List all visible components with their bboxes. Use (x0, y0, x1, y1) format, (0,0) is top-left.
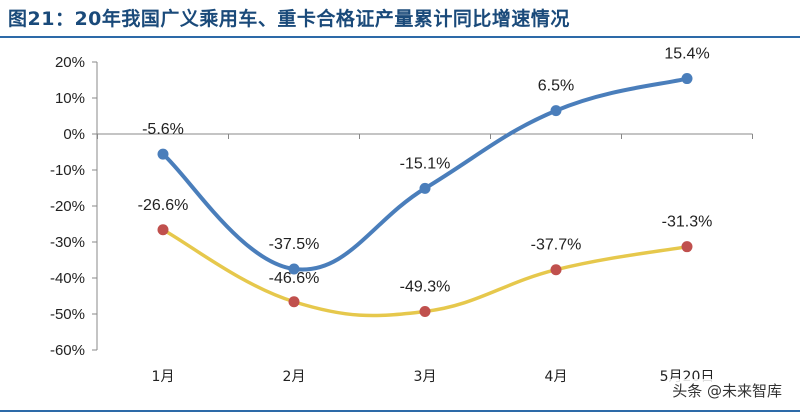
y-tick-label: -10% (50, 162, 85, 179)
y-tick-label: 20% (55, 54, 85, 71)
series-1-data-label: -37.5% (269, 236, 320, 253)
series-2-data-label: -31.3% (662, 214, 713, 231)
series-2-data-label: -49.3% (400, 278, 451, 295)
chart-axes: 20% 10% 0% -10% -20% -30% -40% -50% -60% 1月 2月 3月 4月… (50, 54, 753, 385)
data-labels-layer: -5.6% -37.5% -15.1% 6.5% 15.4% -26.6% -46.6% -4… (138, 46, 713, 296)
x-tick-label: 2月 (283, 369, 306, 385)
series-1-point (419, 182, 431, 194)
x-tick-label: 1月 (152, 369, 175, 385)
series-1-data-label: -5.6% (142, 121, 184, 138)
series-1-point (288, 263, 300, 275)
series-1-point (681, 73, 693, 85)
y-tick-label: 10% (55, 90, 85, 107)
y-tick-label: -30% (50, 234, 85, 251)
series-2-data-label: -37.7% (531, 237, 582, 254)
title-divider (0, 36, 800, 38)
series-1-line (161, 76, 689, 272)
bottom-divider (0, 410, 800, 412)
y-tick-label: -50% (50, 306, 85, 323)
series-2-point (157, 224, 169, 236)
series-2-point (288, 296, 300, 308)
series-2-point (681, 241, 693, 253)
series-1-point (550, 105, 562, 117)
watermark-text: 头条 @未来智库 (668, 379, 786, 402)
y-tick-label: -60% (50, 342, 85, 359)
series-1-data-label: 6.5% (538, 78, 574, 95)
chart-title: 图21：20年我国广义乘用车、重卡合格证产量累计同比增速情况 (8, 8, 570, 30)
x-tick-label: 3月 (414, 369, 437, 385)
series-1-data-label: -15.1% (400, 155, 451, 172)
series-2-point (550, 264, 562, 276)
x-tick-label: 4月 (545, 369, 568, 385)
series-1-point (157, 148, 169, 160)
series-2-point (419, 305, 431, 317)
y-tick-label: 0% (63, 126, 85, 143)
y-tick-label: -40% (50, 270, 85, 287)
series-2-data-label: -46.6% (269, 270, 320, 287)
y-tick-label: -20% (50, 198, 85, 215)
series-layer (157, 73, 693, 318)
series-2-data-label: -26.6% (138, 197, 189, 214)
series-1-data-label: 15.4% (664, 46, 709, 63)
